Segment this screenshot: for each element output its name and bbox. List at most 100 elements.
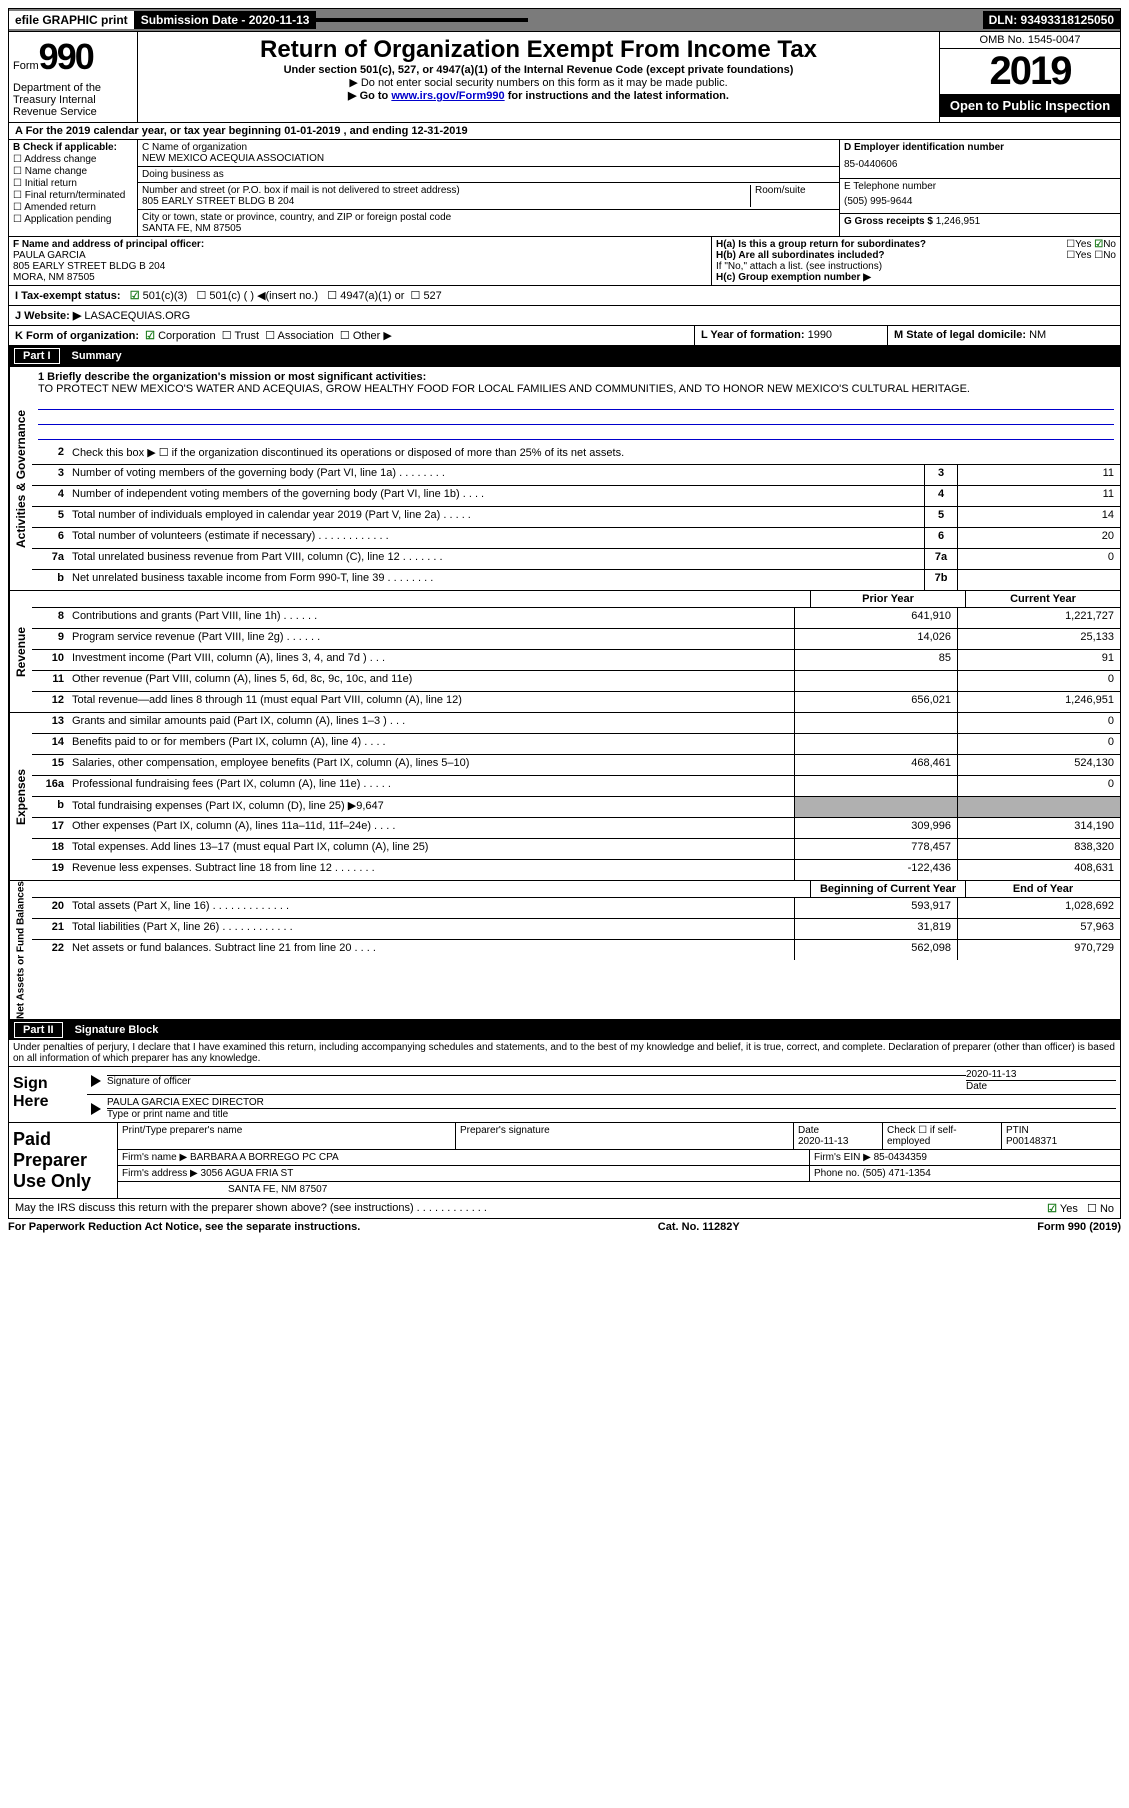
line-20: 20Total assets (Part X, line 16) . . . .… bbox=[32, 898, 1120, 919]
prep-self[interactable]: Check ☐ if self-employed bbox=[883, 1123, 1002, 1149]
org-name-row: C Name of organization NEW MEXICO ACEQUI… bbox=[138, 140, 839, 167]
submission-date: Submission Date - 2020-11-13 bbox=[135, 11, 317, 29]
line-4: 4Number of independent voting members of… bbox=[32, 486, 1120, 507]
ein: 85-0440606 bbox=[844, 153, 1116, 176]
footer-right: Form 990 (2019) bbox=[1037, 1221, 1121, 1233]
line-6: 6Total number of volunteers (estimate if… bbox=[32, 528, 1120, 549]
period-row: A For the 2019 calendar year, or tax yea… bbox=[8, 123, 1121, 140]
year-formation: L Year of formation: 1990 bbox=[695, 326, 888, 345]
website[interactable]: LASACEQUIAS.ORG bbox=[84, 310, 190, 322]
prep-name-label: Print/Type preparer's name bbox=[118, 1123, 456, 1149]
firm-phone: Phone no. (505) 471-1354 bbox=[810, 1166, 1120, 1181]
fgh-row: F Name and address of principal officer:… bbox=[8, 237, 1121, 286]
org-name: NEW MEXICO ACEQUIA ASSOCIATION bbox=[142, 153, 835, 164]
footer-left: For Paperwork Reduction Act Notice, see … bbox=[8, 1221, 360, 1233]
line-2: 2 Check this box ▶ ☐ if the organization… bbox=[32, 444, 1120, 465]
form-number-cell: Form990 Department of the Treasury Inter… bbox=[9, 32, 138, 122]
form-prefix: Form bbox=[13, 60, 39, 72]
dba-row: Doing business as bbox=[138, 167, 839, 183]
line-10: 10Investment income (Part VIII, column (… bbox=[32, 650, 1120, 671]
street: 805 EARLY STREET BLDG B 204 bbox=[142, 196, 750, 207]
part1-header: Part I Summary bbox=[8, 346, 1121, 366]
line-21: 21Total liabilities (Part X, line 26) . … bbox=[32, 919, 1120, 940]
officer-name: PAULA GARCIA bbox=[13, 250, 86, 261]
gross-receipts: 1,246,951 bbox=[936, 216, 981, 227]
check-amended[interactable]: ☐ Amended return bbox=[13, 202, 133, 213]
spacer bbox=[316, 18, 528, 22]
officer-street: 805 EARLY STREET BLDG B 204 bbox=[13, 261, 165, 272]
prep-ptin: PTINP00148371 bbox=[1002, 1123, 1120, 1149]
form-header: Form990 Department of the Treasury Inter… bbox=[8, 32, 1121, 123]
line-7a: 7aTotal unrelated business revenue from … bbox=[32, 549, 1120, 570]
expenses: Expenses 13Grants and similar amounts pa… bbox=[8, 713, 1121, 881]
line-14: 14Benefits paid to or for members (Part … bbox=[32, 734, 1120, 755]
firm-addr: Firm's address ▶ 3056 AGUA FRIA ST bbox=[118, 1166, 810, 1181]
line-5: 5Total number of individuals employed in… bbox=[32, 507, 1120, 528]
line-8: 8Contributions and grants (Part VIII, li… bbox=[32, 608, 1120, 629]
subtitle: Under section 501(c), 527, or 4947(a)(1)… bbox=[142, 64, 935, 76]
dept: Department of the Treasury Internal Reve… bbox=[13, 82, 133, 118]
check-pending[interactable]: ☐ Application pending bbox=[13, 214, 133, 225]
city-row: City or town, state or province, country… bbox=[138, 210, 839, 236]
efile-label[interactable]: efile GRAPHIC print bbox=[9, 11, 135, 29]
line-19: 19Revenue less expenses. Subtract line 1… bbox=[32, 860, 1120, 880]
f-column: F Name and address of principal officer:… bbox=[9, 237, 712, 285]
subtitle3: ▶ Go to www.irs.gov/Form990 for instruct… bbox=[142, 89, 935, 102]
firm-ein: Firm's EIN ▶ 85-0434359 bbox=[810, 1150, 1120, 1165]
na-header: Beginning of Current Year End of Year bbox=[32, 881, 1120, 898]
city: SANTA FE, NM 87505 bbox=[142, 223, 835, 234]
ein-row: D Employer identification number 85-0440… bbox=[840, 140, 1120, 179]
omb-number: OMB No. 1545-0047 bbox=[940, 32, 1120, 49]
check-address[interactable]: ☐ Address change bbox=[13, 154, 133, 165]
line-16a: 16aProfessional fundraising fees (Part I… bbox=[32, 776, 1120, 797]
check-initial[interactable]: ☐ Initial return bbox=[13, 178, 133, 189]
line-11: 11Other revenue (Part VIII, column (A), … bbox=[32, 671, 1120, 692]
line-17: 17Other expenses (Part IX, column (A), l… bbox=[32, 818, 1120, 839]
dln: DLN: 93493318125050 bbox=[983, 11, 1120, 29]
line-9: 9Program service revenue (Part VIII, lin… bbox=[32, 629, 1120, 650]
prep-date: Date2020-11-13 bbox=[794, 1123, 883, 1149]
form-number: 990 bbox=[39, 36, 93, 77]
preparer-block: Paid Preparer Use Only Print/Type prepar… bbox=[8, 1123, 1121, 1199]
revenue: Revenue Prior Year Current Year 8Contrib… bbox=[8, 591, 1121, 713]
phone: (505) 995-9644 bbox=[844, 192, 1116, 211]
phone-row: E Telephone number (505) 995-9644 bbox=[840, 179, 1120, 214]
activities-governance: Activities & Governance 1 Briefly descri… bbox=[8, 366, 1121, 591]
line-b: bTotal fundraising expenses (Part IX, co… bbox=[32, 797, 1120, 818]
footer: For Paperwork Reduction Act Notice, see … bbox=[8, 1219, 1121, 1235]
klm-row: K Form of organization: ☑ Corporation ☐ … bbox=[8, 326, 1121, 346]
check-final[interactable]: ☐ Final return/terminated bbox=[13, 190, 133, 201]
discuss-row: May the IRS discuss this return with the… bbox=[8, 1199, 1121, 1219]
subtitle2: ▶ Do not enter social security numbers o… bbox=[142, 76, 935, 89]
side-na: Net Assets or Fund Balances bbox=[9, 881, 32, 1019]
form-org: K Form of organization: ☑ Corporation ☐ … bbox=[9, 326, 695, 345]
line-13: 13Grants and similar amounts paid (Part … bbox=[32, 713, 1120, 734]
line-15: 15Salaries, other compensation, employee… bbox=[32, 755, 1120, 776]
officer-name-line: PAULA GARCIA EXEC DIRECTORType or print … bbox=[87, 1095, 1120, 1122]
line-3: 3Number of voting members of the governi… bbox=[32, 465, 1120, 486]
line-18: 18Total expenses. Add lines 13–17 (must … bbox=[32, 839, 1120, 860]
prep-sig-label: Preparer's signature bbox=[456, 1123, 794, 1149]
sign-here-label: Sign Here bbox=[9, 1067, 87, 1122]
abc-row: B Check if applicable: ☐ Address change … bbox=[8, 140, 1121, 237]
part2-header: Part II Signature Block bbox=[8, 1020, 1121, 1040]
topbar: efile GRAPHIC print Submission Date - 20… bbox=[8, 8, 1121, 32]
signature-block: Under penalties of perjury, I declare th… bbox=[8, 1040, 1121, 1123]
perjury-text: Under penalties of perjury, I declare th… bbox=[9, 1040, 1120, 1066]
check-name[interactable]: ☐ Name change bbox=[13, 166, 133, 177]
b-column: B Check if applicable: ☐ Address change … bbox=[9, 140, 138, 236]
mission-text: TO PROTECT NEW MEXICO'S WATER AND ACEQUI… bbox=[38, 383, 970, 395]
website-row: J Website: ▶ LASACEQUIAS.ORG bbox=[8, 306, 1121, 326]
receipts-row: G Gross receipts $ 1,246,951 bbox=[840, 214, 1120, 229]
tax-year: 2019 bbox=[940, 49, 1120, 94]
title-cell: Return of Organization Exempt From Incom… bbox=[138, 32, 940, 122]
instructions-link[interactable]: www.irs.gov/Form990 bbox=[391, 90, 504, 102]
officer-city: MORA, NM 87505 bbox=[13, 272, 95, 283]
officer-sig-line[interactable]: Signature of officer 2020-11-13Date bbox=[87, 1067, 1120, 1095]
h-column: H(a) Is this a group return for subordin… bbox=[712, 237, 1120, 285]
b-label: B Check if applicable: bbox=[13, 142, 133, 153]
arrow-icon bbox=[91, 1075, 101, 1087]
open-inspection: Open to Public Inspection bbox=[940, 94, 1120, 117]
footer-mid: Cat. No. 11282Y bbox=[658, 1221, 740, 1233]
omb-cell: OMB No. 1545-0047 2019 Open to Public In… bbox=[940, 32, 1120, 122]
